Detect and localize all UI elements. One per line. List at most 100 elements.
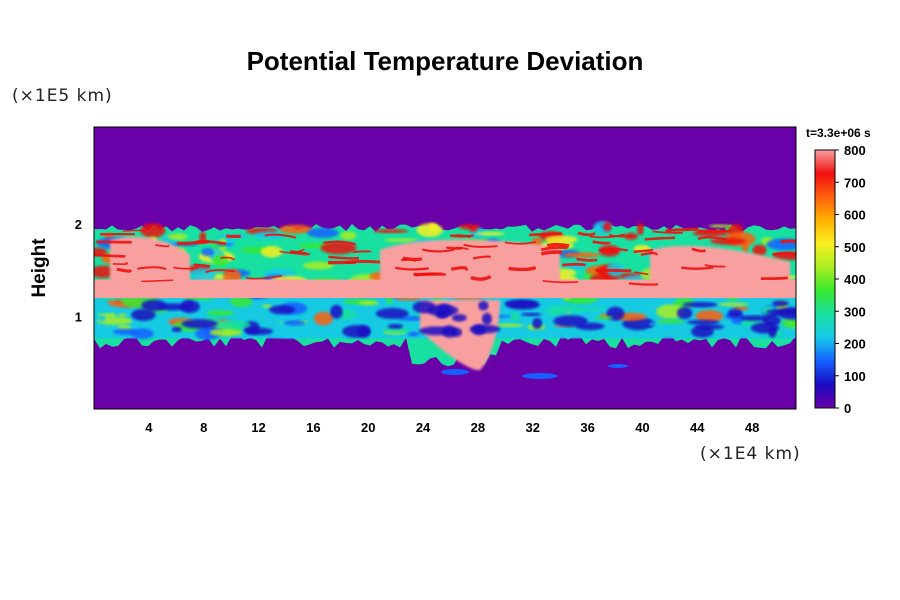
eddy xyxy=(562,252,601,258)
hot-streak xyxy=(772,251,796,256)
eddy xyxy=(595,315,613,320)
x-tick-label: 44 xyxy=(690,420,705,435)
hot-streak xyxy=(463,243,498,248)
eddy xyxy=(382,327,411,334)
hot-streak xyxy=(279,248,305,254)
x-axis: 4 8 12 16 20 24 28 32 36 40 44 48 xyxy=(145,420,759,435)
eddy xyxy=(97,316,133,325)
y-scale-label: (×1E5 km) xyxy=(12,86,113,106)
eddy xyxy=(384,238,420,242)
cold-pocket xyxy=(451,314,467,322)
eddy xyxy=(302,261,334,270)
hot-plume xyxy=(110,236,190,290)
eddy xyxy=(695,310,724,323)
eddy xyxy=(201,248,215,257)
hot-streak xyxy=(402,256,423,262)
eddy xyxy=(718,302,749,307)
hot-streak xyxy=(452,234,471,239)
cold-pocket xyxy=(269,305,296,315)
hot-streak xyxy=(577,231,596,237)
x-tick-label: 8 xyxy=(200,420,207,435)
hot-streak xyxy=(542,280,579,284)
colorbar-tick-label: 0 xyxy=(844,401,851,416)
eddy xyxy=(214,320,251,330)
hot-streak xyxy=(640,251,658,256)
cold-pocket xyxy=(481,312,492,325)
detached-eddy xyxy=(441,369,469,375)
heatmap-field xyxy=(94,127,796,409)
cold-pocket xyxy=(179,300,200,314)
x-tick-label: 24 xyxy=(416,420,431,435)
cold-pocket xyxy=(375,308,409,319)
hot-streak xyxy=(205,269,235,274)
hot-streak xyxy=(691,247,707,253)
hot-streak xyxy=(116,267,132,273)
hot-streak xyxy=(562,262,586,267)
x-tick-label: 48 xyxy=(745,420,759,435)
cold-pocket xyxy=(777,307,796,320)
cold-pocket xyxy=(740,315,769,321)
hot-streak xyxy=(529,232,562,237)
eddy xyxy=(428,222,438,232)
colorbar-tick-label: 800 xyxy=(844,143,866,158)
eddy xyxy=(657,319,685,324)
x-tick-label: 28 xyxy=(471,420,485,435)
hot-streak xyxy=(264,233,297,239)
hot-streak xyxy=(576,257,598,262)
eddy xyxy=(373,229,409,234)
detached-eddy xyxy=(522,373,558,379)
cold-pocket xyxy=(532,317,543,329)
eddy xyxy=(313,311,334,326)
hot-streak xyxy=(455,246,469,251)
eddy xyxy=(741,240,750,253)
hot-streak xyxy=(595,268,632,273)
eddy xyxy=(649,322,656,326)
colorbar-tick-label: 700 xyxy=(844,175,866,190)
eddy xyxy=(283,319,305,326)
cold-pocket xyxy=(469,324,501,334)
hot-streak xyxy=(546,242,570,248)
hot-streak xyxy=(173,266,199,270)
hot-streak xyxy=(508,265,537,272)
cold-pocket xyxy=(418,326,455,336)
turbulent-layer xyxy=(94,221,796,371)
colorbar-tick-label: 200 xyxy=(844,337,866,352)
cold-pocket xyxy=(357,325,371,338)
colorbar-tick-label: 300 xyxy=(844,304,866,319)
hot-streak xyxy=(449,234,474,238)
hot-streak xyxy=(112,261,128,265)
eddy xyxy=(98,315,106,322)
colorbar-tick-label: 600 xyxy=(844,208,866,223)
eddy xyxy=(279,224,313,234)
hot-streak xyxy=(328,255,360,260)
detached-eddy xyxy=(608,364,628,368)
plot-frame xyxy=(93,126,797,410)
cold-pocket xyxy=(750,322,779,334)
hot-streak xyxy=(540,246,568,252)
hot-streak xyxy=(323,240,357,246)
eddy xyxy=(468,227,478,232)
cold-pocket xyxy=(141,299,167,312)
x-tick-label: 36 xyxy=(580,420,594,435)
cold-pocket xyxy=(504,300,538,307)
hot-streak xyxy=(780,239,796,244)
colorbar-tick-label: 500 xyxy=(844,240,866,255)
y-axis: 12 xyxy=(75,217,82,324)
hot-streak xyxy=(141,279,174,283)
eddy xyxy=(407,331,420,337)
hot-streak xyxy=(245,275,282,280)
hot-streak xyxy=(94,253,126,258)
eddy xyxy=(510,311,520,322)
eddy xyxy=(475,231,505,236)
hot-streak xyxy=(137,266,167,271)
eddy xyxy=(94,265,115,278)
eddy xyxy=(209,328,243,337)
hot-streak xyxy=(697,236,727,241)
hot-streak xyxy=(704,264,726,268)
cold-pocket xyxy=(436,303,452,318)
eddy xyxy=(306,227,339,238)
eddy xyxy=(206,309,235,316)
eddy xyxy=(708,224,731,228)
hot-streak xyxy=(652,230,683,234)
